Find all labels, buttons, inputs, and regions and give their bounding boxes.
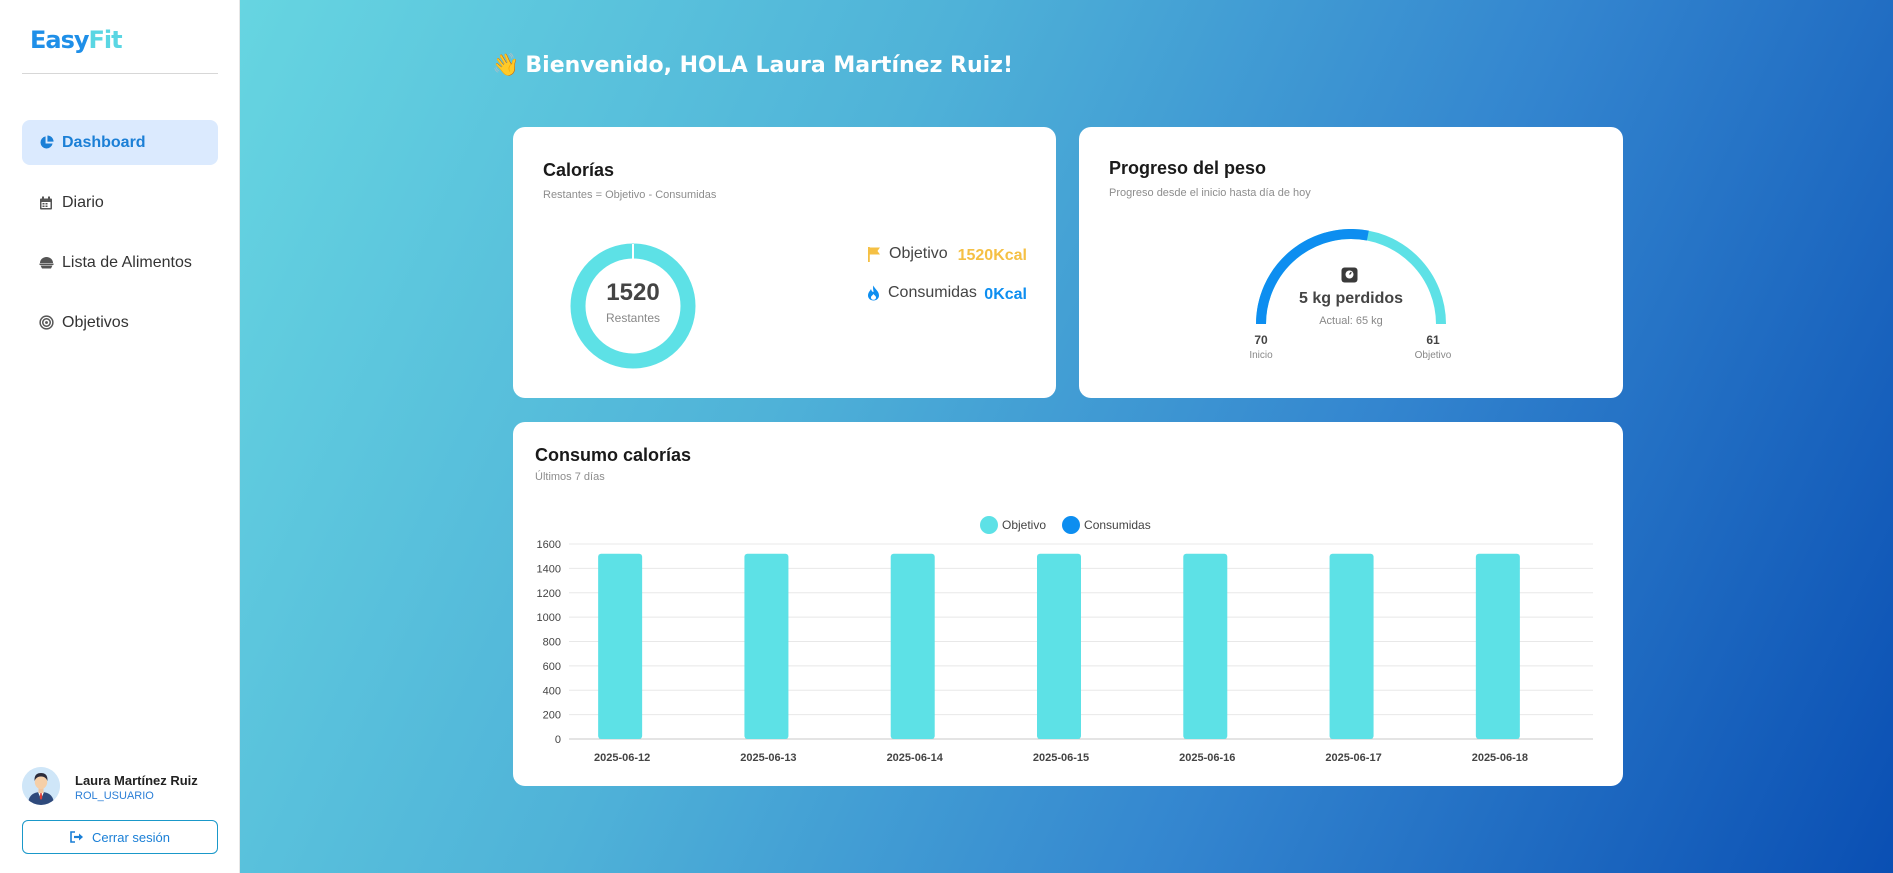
x-tick-label: 2025-06-14 <box>887 752 944 764</box>
target-icon <box>38 315 54 331</box>
bar-objetivo <box>1475 553 1520 739</box>
y-tick-label: 1600 <box>537 539 561 551</box>
sidebar-item-dashboard[interactable]: Dashboard <box>22 120 218 165</box>
pie-chart-icon <box>38 135 54 151</box>
user-role: ROL_USUARIO <box>75 790 154 802</box>
x-tick-label: 2025-06-16 <box>1179 752 1235 764</box>
weight-subtitle: Progreso desde el inicio hasta día de ho… <box>1109 187 1311 199</box>
avatar[interactable] <box>22 767 60 805</box>
welcome-heading: 👋 Bienvenido, HOLA Laura Martínez Ruiz! <box>492 53 1013 78</box>
calories-subtitle: Restantes = Objetivo - Consumidas <box>543 189 717 201</box>
gauge-start-label: Inicio <box>1249 350 1273 361</box>
y-tick-label: 400 <box>543 685 561 697</box>
logout-label: Cerrar sesión <box>91 829 171 845</box>
consumption-subtitle: Últimos 7 días <box>535 471 605 483</box>
user-profile: Laura Martínez Ruiz ROL_USUARIO <box>22 767 222 807</box>
sidebar-item-objetivos[interactable]: Objetivos <box>22 300 218 345</box>
consumption-title: Consumo calorías <box>535 445 692 465</box>
logo-part-fit: Fit <box>88 26 123 54</box>
y-tick-label: 0 <box>555 734 561 746</box>
sign-out-icon <box>70 831 84 843</box>
bar-objetivo <box>598 553 643 739</box>
sidebar-nav: Dashboard Diario Lista de Alimentos Obje… <box>22 120 218 360</box>
legend-item-consumidas[interactable]: Consumidas <box>1062 516 1151 534</box>
user-name: Laura Martínez Ruiz <box>75 773 198 788</box>
gauge-goal-label: Objetivo <box>1414 350 1452 361</box>
consumed-stat: Consumidas <box>867 284 977 302</box>
consumed-label: Consumidas <box>888 284 977 301</box>
gauge-goal-value: 61 <box>1426 333 1440 347</box>
logo-part-easy: Easy <box>30 26 90 54</box>
bar-objetivo <box>890 553 935 739</box>
current-weight-text: Actual: 65 kg <box>1319 315 1383 327</box>
legend-label: Consumidas <box>1084 518 1151 532</box>
calories-donut <box>570 243 696 369</box>
y-tick-label: 1200 <box>537 588 561 600</box>
sidebar-item-diario[interactable]: Diario <box>22 180 218 225</box>
sidebar-item-label: Lista de Alimentos <box>62 253 192 271</box>
bar-objetivo <box>1037 553 1081 739</box>
bar-objetivo <box>1329 553 1374 739</box>
objective-stat: Objetivo <box>867 245 948 263</box>
flame-icon <box>867 285 880 301</box>
x-tick-label: 2025-06-13 <box>740 752 796 764</box>
gauge-progress-fill <box>1256 229 1369 325</box>
sidebar-item-label: Objetivos <box>62 313 129 331</box>
gauge-start-value: 70 <box>1254 333 1268 347</box>
bar-objetivo <box>744 553 789 739</box>
x-tick-label: 2025-06-18 <box>1472 752 1528 764</box>
consumed-value: 0Kcal <box>984 286 1027 303</box>
calendar-icon <box>38 195 54 211</box>
bar-objetivo <box>1183 553 1228 739</box>
y-tick-label: 800 <box>543 637 561 649</box>
calories-card: Calorías Restantes = Objetivo - Consumid… <box>513 127 1056 398</box>
x-tick-label: 2025-06-17 <box>1325 752 1381 764</box>
y-tick-label: 600 <box>543 661 561 673</box>
legend-swatch-consumidas <box>1062 516 1081 534</box>
flag-icon <box>867 246 881 262</box>
legend-item-objetivo[interactable]: Objetivo <box>980 516 1046 534</box>
weight-lost-text: 5 kg perdidos <box>1298 290 1404 307</box>
sidebar-item-label: Diario <box>62 193 104 211</box>
bowl-icon <box>38 255 54 271</box>
legend-swatch-objetivo <box>980 516 998 534</box>
weight-gauge <box>1256 229 1446 325</box>
sidebar-divider <box>22 73 218 74</box>
main-content: 👋 Bienvenido, HOLA Laura Martínez Ruiz! C… <box>240 0 1893 873</box>
y-tick-label: 1400 <box>537 563 561 575</box>
calorie-consumption-card: Consumo calorías Últimos 7 días Objetivo… <box>513 422 1623 786</box>
sidebar: EasyFit Dashboard Diario Lista de Alimen… <box>0 0 240 873</box>
sidebar-item-label: Dashboard <box>62 133 146 151</box>
objective-label: Objetivo <box>889 245 948 262</box>
weight-progress-card: Progreso del peso Progreso desde el inic… <box>1079 127 1623 398</box>
app-logo[interactable]: EasyFit <box>30 26 123 54</box>
chart-legend: Objetivo Consumidas <box>980 516 1167 534</box>
x-tick-label: 2025-06-15 <box>1033 752 1089 764</box>
remaining-calories-value: 1520 <box>606 279 660 306</box>
objective-value: 1520Kcal <box>957 247 1027 264</box>
scale-icon <box>1341 267 1358 288</box>
x-tick-label: 2025-06-12 <box>594 752 650 764</box>
calories-title: Calorías <box>543 160 615 180</box>
waving-hand-icon: 👋 <box>492 53 520 78</box>
y-tick-label: 1000 <box>537 612 561 624</box>
welcome-text: Bienvenido, HOLA Laura Martínez Ruiz! <box>525 53 1014 78</box>
weight-title: Progreso del peso <box>1109 158 1267 178</box>
legend-label: Objetivo <box>1002 518 1047 532</box>
y-tick-label: 200 <box>543 710 561 722</box>
calorie-bar-chart: 0 200 400 600 800 1000 1200 1400 1600 2025-06-12 2… <box>537 539 1593 764</box>
logout-button[interactable]: Cerrar sesión <box>22 820 218 854</box>
remaining-calories-label: Restantes <box>605 311 661 325</box>
sidebar-item-lista-alimentos[interactable]: Lista de Alimentos <box>22 240 218 285</box>
